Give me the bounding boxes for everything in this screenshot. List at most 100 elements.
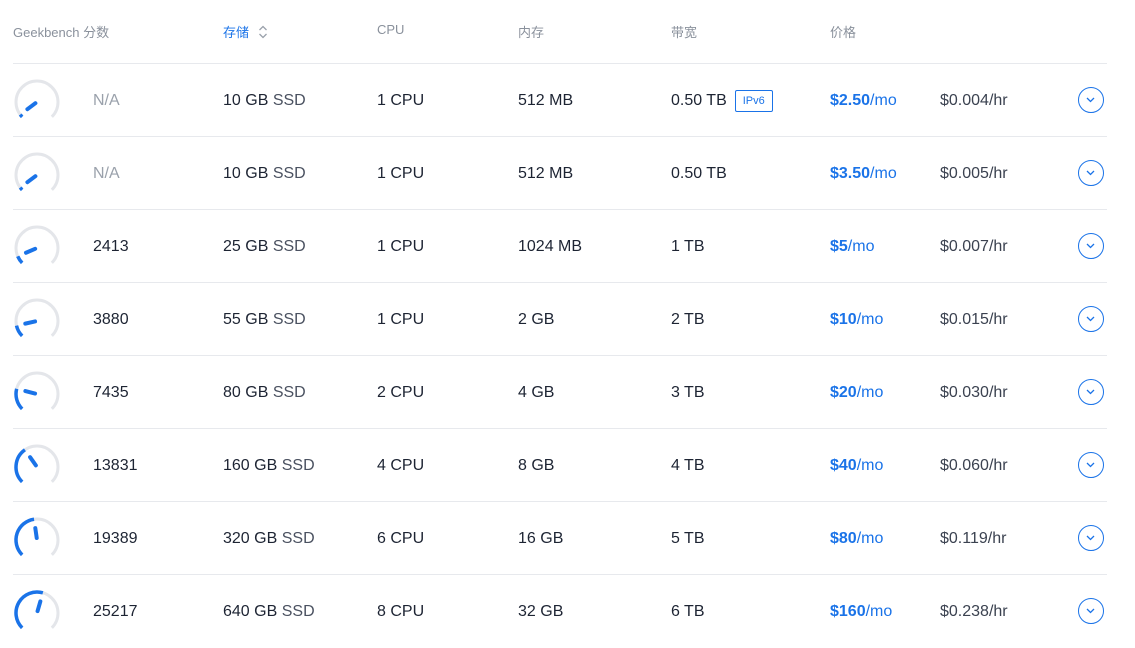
memory-cell: 1024 MB [518,210,582,283]
score-cell: 7435 [93,356,129,429]
column-header-cpu[interactable]: CPU [377,22,405,37]
column-header-memory[interactable]: 内存 [518,25,545,40]
bandwidth-cell: 6 TB [671,575,705,648]
bandwidth-cell: 0.50 TB IPv6 [671,64,773,137]
storage-type: SSD [281,530,315,547]
gauge-fill [16,255,24,265]
cpu-count: 1 CPU [377,165,425,182]
cpu-cell: 1 CPU [377,210,424,283]
bandwidth-amount: 4 TB [671,457,705,474]
monthly-price-unit: /mo [856,384,884,401]
monthly-price: $2.50/mo [830,92,897,109]
gauge-needle [25,174,38,185]
storage-cell: 80 GB SSD [223,356,306,429]
cpu-cell: 4 CPU [377,429,424,502]
gauge-icon [14,152,60,192]
gauge-track [14,152,60,191]
table-row[interactable]: 19389 320 GB SSD 6 CPU 16 GB 5 TB $80/mo $0.11… [13,501,1107,575]
expand-button[interactable] [1078,306,1104,332]
monthly-price-unit: /mo [856,457,884,474]
monthly-price-amount: $2.50 [830,92,871,109]
sort-up-down-icon[interactable] [258,25,268,42]
geekbench-score: 13831 [93,457,138,474]
monthly-price-amount: $10 [830,311,857,328]
chevron-down-icon [1086,170,1095,176]
storage-cell: 55 GB SSD [223,283,306,356]
price-monthly-cell: $80/mo [830,502,883,575]
table-row[interactable]: N/A 10 GB SSD 1 CPU 512 MB 0.50 TB IPv6 $2.50/… [13,63,1107,137]
column-header-price[interactable]: 价格 [830,25,857,40]
bandwidth-amount: 0.50 TB [671,92,727,109]
storage-size: 640 GB [223,603,278,620]
cpu-count: 2 CPU [377,384,425,401]
geekbench-score: 19389 [93,530,138,547]
expand-button[interactable] [1078,598,1104,624]
price-hourly-cell: $0.007/hr [940,210,1008,283]
gauge-needle [33,526,39,541]
hourly-price: $0.015/hr [940,311,1008,328]
hourly-price: $0.007/hr [940,238,1008,255]
expand-button[interactable] [1078,379,1104,405]
storage-size: 320 GB [223,530,278,547]
gauge-fill [14,517,35,557]
storage-type: SSD [272,238,306,255]
memory-size: 32 GB [518,603,564,620]
monthly-price: $5/mo [830,238,874,255]
price-monthly-cell: $2.50/mo [830,64,897,137]
storage-type: SSD [272,384,306,401]
chevron-down-icon [1086,97,1095,103]
geekbench-score: N/A [93,165,120,182]
table-row[interactable]: 3880 55 GB SSD 1 CPU 2 GB 2 TB $10/mo $0.015/h… [13,282,1107,356]
storage-cell: 25 GB SSD [223,210,306,283]
bandwidth-cell: 2 TB [671,283,705,356]
score-cell: N/A [93,137,120,210]
cpu-cell: 1 CPU [377,283,424,356]
table-row[interactable]: 7435 80 GB SSD 2 CPU 4 GB 3 TB $20/mo $0.030/h… [13,355,1107,429]
gauge-track [14,298,60,337]
chevron-down-icon [1086,462,1095,468]
price-hourly-cell: $0.030/hr [940,356,1008,429]
bandwidth-amount: 0.50 TB [671,165,727,182]
storage-cell: 10 GB SSD [223,64,306,137]
table-row[interactable]: 2413 25 GB SSD 1 CPU 1024 MB 1 TB $5/mo $0.007… [13,209,1107,283]
gauge-fill [14,388,24,411]
monthly-price-unit: /mo [847,238,875,255]
expand-button[interactable] [1078,87,1104,113]
price-monthly-cell: $10/mo [830,283,883,356]
storage-type: SSD [272,165,306,182]
monthly-price-amount: $160 [830,603,866,620]
table-row[interactable]: N/A 10 GB SSD 1 CPU 512 MB 0.50 TB $3.50/mo $0… [13,136,1107,210]
monthly-price: $160/mo [830,603,892,620]
gauge-fill [14,325,24,338]
cpu-cell: 6 CPU [377,502,424,575]
table-header: Geekbench 分数 存储 CPU 内存 带宽 价格 [0,0,1135,63]
memory-cell: 32 GB [518,575,563,648]
storage-size: 10 GB [223,165,269,182]
hourly-price: $0.119/hr [940,530,1007,547]
table-row[interactable]: 13831 160 GB SSD 4 CPU 8 GB 4 TB $40/mo $0.060… [13,428,1107,502]
memory-size: 8 GB [518,457,555,474]
gauge-icon [14,79,60,119]
gauge-needle [35,599,43,614]
geekbench-score: 25217 [93,603,138,620]
column-header-bandwidth[interactable]: 带宽 [671,25,698,40]
geekbench-score: 7435 [93,384,129,401]
memory-cell: 8 GB [518,429,554,502]
expand-button[interactable] [1078,160,1104,186]
price-hourly-cell: $0.004/hr [940,64,1008,137]
price-monthly-cell: $3.50/mo [830,137,897,210]
expand-button[interactable] [1078,233,1104,259]
gauge-needle [28,455,38,468]
expand-button[interactable] [1078,452,1104,478]
column-header-geekbench[interactable]: Geekbench 分数 [13,25,110,40]
memory-size: 1024 MB [518,238,583,255]
cpu-count: 1 CPU [377,311,425,328]
column-header-storage[interactable]: 存储 [223,22,268,42]
table-row[interactable]: 25217 640 GB SSD 8 CPU 32 GB 6 TB $160/mo $0.2… [13,574,1107,648]
memory-size: 16 GB [518,530,564,547]
hourly-price: $0.030/hr [940,384,1008,401]
monthly-price-unit: /mo [870,92,897,109]
expand-button[interactable] [1078,525,1104,551]
cpu-count: 1 CPU [377,238,425,255]
memory-cell: 4 GB [518,356,554,429]
